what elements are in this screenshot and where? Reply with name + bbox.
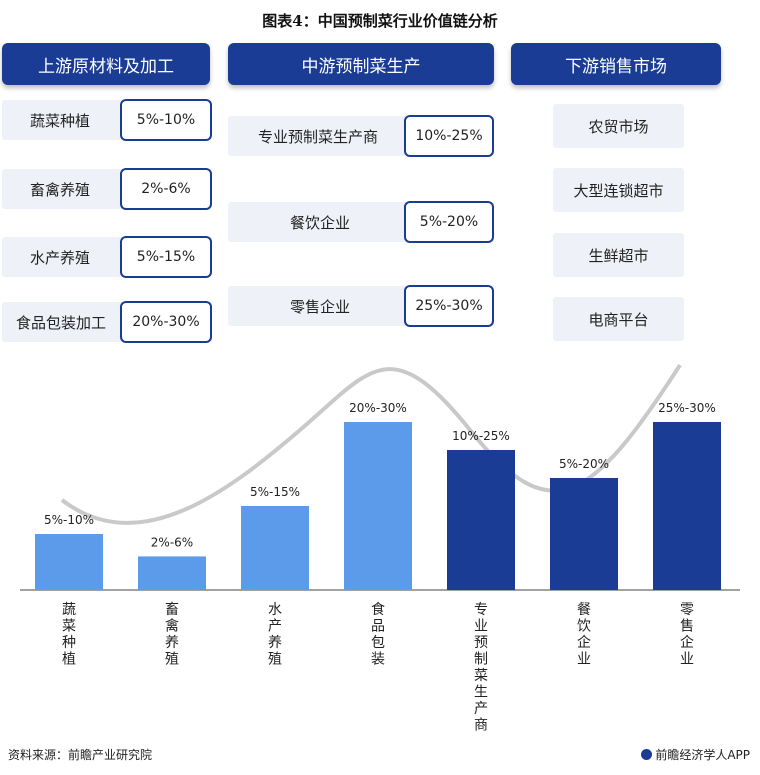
downstream-item: 电商平台	[553, 297, 684, 341]
category-label: 专业预制菜生产商	[474, 602, 488, 734]
data-label: 25%-30%	[658, 401, 716, 415]
upstream-header: 上游原材料及加工	[2, 43, 210, 85]
midstream-label: 零售企业	[290, 297, 351, 316]
chart-title: 图表4：中国预制菜行业价值链分析	[262, 12, 498, 30]
category-label: 餐饮企业	[577, 602, 591, 668]
bar-chart: 5%-10% 蔬菜种植 2%-6% 畜禽养殖 5%-15% 水产养殖 20%-30% 食品包装…	[20, 363, 740, 734]
upstream-label: 畜禽养殖	[30, 180, 91, 199]
upstream-label: 食品包装加工	[16, 313, 107, 332]
bar	[241, 506, 309, 590]
midstream-pct: 5%-20%	[404, 201, 494, 243]
brand-note: 前瞻经济学人APP	[641, 746, 750, 763]
bar	[35, 534, 103, 590]
bar	[138, 556, 206, 590]
midstream-pct: 10%-25%	[404, 115, 494, 157]
midstream-label: 专业预制菜生产商	[258, 127, 379, 146]
upstream-label: 蔬菜种植	[30, 111, 91, 130]
bar	[550, 478, 618, 590]
category-label: 零售企业	[680, 602, 694, 668]
data-label: 10%-25%	[452, 429, 510, 443]
downstream-item: 农贸市场	[553, 104, 684, 148]
downstream-item: 生鲜超市	[553, 233, 684, 277]
category-label: 畜禽养殖	[165, 602, 179, 668]
category-label: 水产养殖	[268, 602, 282, 668]
data-label: 2%-6%	[151, 535, 193, 549]
data-label: 5%-10%	[44, 513, 94, 527]
data-label: 20%-30%	[349, 401, 407, 415]
midstream-header: 中游预制菜生产	[228, 43, 494, 85]
bar	[447, 450, 515, 590]
midstream-label: 餐饮企业	[290, 213, 351, 232]
upstream-pct: 20%-30%	[120, 301, 212, 343]
category-label: 蔬菜种植	[62, 602, 76, 668]
data-label: 5%-15%	[250, 485, 300, 499]
bar	[344, 422, 412, 590]
downstream-header: 下游销售市场	[511, 43, 721, 85]
brand-text: 前瞻经济学人APP	[655, 748, 750, 762]
upstream-pct: 5%-10%	[120, 99, 212, 141]
upstream-pct: 5%-15%	[120, 236, 212, 278]
source-note: 资料来源：前瞻产业研究院	[8, 748, 153, 762]
upstream-pct: 2%-6%	[120, 168, 212, 210]
bar	[653, 422, 721, 590]
data-label: 5%-20%	[559, 457, 609, 471]
upstream-label: 水产养殖	[30, 248, 91, 267]
midstream-pct: 25%-30%	[404, 285, 494, 327]
category-label: 食品包装	[371, 601, 385, 668]
brand-logo-icon	[641, 749, 653, 760]
downstream-item: 大型连锁超市	[553, 168, 684, 212]
